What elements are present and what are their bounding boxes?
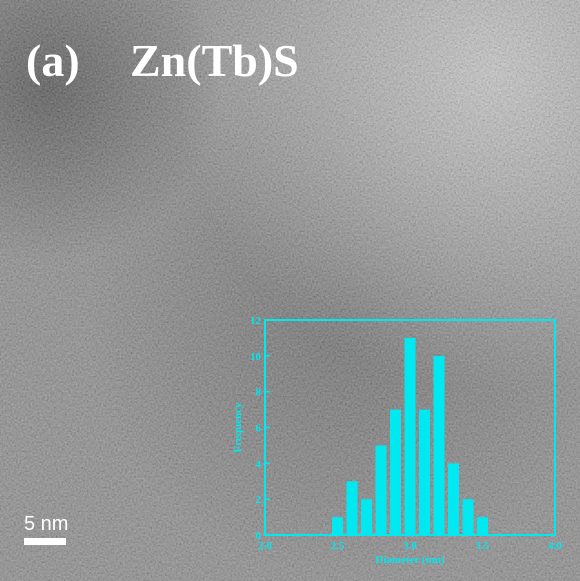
y-tick-label: 2 [256, 494, 262, 506]
y-tick-label: 12 [250, 315, 262, 327]
x-axis-label: Diameter (nm) [375, 554, 444, 566]
x-tick-label: 2.0 [258, 540, 272, 552]
bar [404, 338, 415, 535]
x-tick-label: 2.5 [331, 540, 345, 552]
title: Zn(Tb)S [130, 35, 299, 86]
figure: (a) Zn(Tb)S 5 nm 0246810122.02.53.03.54.… [0, 0, 580, 581]
bar [332, 517, 343, 535]
y-tick-label: 6 [256, 423, 262, 435]
bar [462, 499, 473, 535]
bar [390, 410, 401, 535]
y-tick-label: 10 [250, 351, 262, 363]
x-tick-label: 4.0 [548, 540, 562, 552]
y-tick-label: 4 [256, 458, 262, 470]
panel-label: (a) [26, 35, 80, 86]
scale-label: 5 nm [24, 513, 68, 535]
bar [361, 499, 372, 535]
bar [375, 445, 386, 535]
bar [433, 356, 444, 535]
x-tick-label: 3.0 [403, 540, 417, 552]
bar [419, 410, 430, 535]
y-axis-label: Frequency [232, 402, 244, 452]
bar [448, 463, 459, 535]
x-tick-label: 3.5 [476, 540, 490, 552]
bar [346, 481, 357, 535]
scale-bar [24, 538, 66, 545]
bar [477, 517, 488, 535]
y-tick-label: 8 [256, 387, 262, 399]
noise [0, 0, 580, 581]
